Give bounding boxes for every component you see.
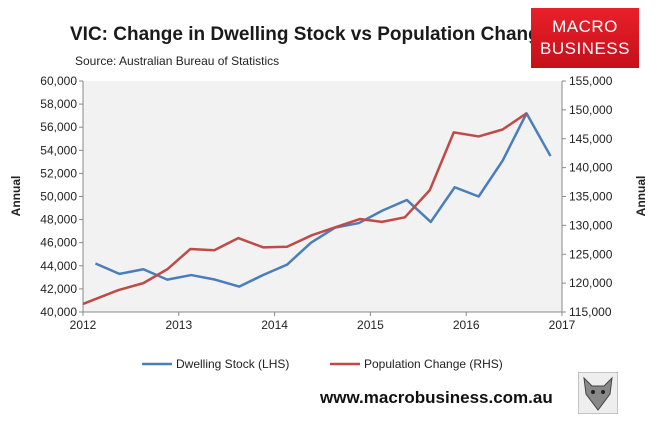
- x-tick-label: 2015: [357, 318, 384, 332]
- macrobusiness-logo: MACRO BUSINESS: [531, 8, 639, 68]
- y-tick-label: 56,000: [40, 120, 77, 134]
- y2-tick-label: 120,000: [569, 276, 613, 290]
- legend-label: Population Change (RHS): [364, 357, 503, 371]
- chart-title: VIC: Change in Dwelling Stock vs Populat…: [70, 24, 551, 45]
- y2-tick-label: 145,000: [569, 132, 613, 146]
- footer-url: www.macrobusiness.com.au: [320, 388, 553, 407]
- y2-tick-label: 150,000: [569, 103, 613, 117]
- chart-subtitle: Source: Australian Bureau of Statistics: [75, 54, 280, 68]
- y-tick-label: 60,000: [40, 74, 77, 88]
- y-tick-label: 46,000: [40, 236, 77, 250]
- y2-tick-label: 140,000: [569, 161, 613, 175]
- y-tick-label: 50,000: [40, 190, 77, 204]
- y2-tick-label: 135,000: [569, 190, 613, 204]
- x-tick-label: 2014: [261, 318, 288, 332]
- y2-axis-label: Annual: [634, 176, 648, 217]
- series-line-0: [94, 112, 552, 288]
- y2-tick-label: 125,000: [569, 247, 613, 261]
- y2-tick-label: 155,000: [569, 74, 613, 88]
- y-tick-label: 44,000: [40, 259, 77, 273]
- y-tick-label: 40,000: [40, 305, 77, 319]
- x-tick-label: 2016: [453, 318, 480, 332]
- y-tick-label: 48,000: [40, 213, 77, 227]
- x-tick-label: 2017: [549, 318, 576, 332]
- legend-label: Dwelling Stock (LHS): [176, 357, 289, 371]
- plot-area: [83, 81, 562, 312]
- logo-line1: MACRO: [552, 17, 618, 36]
- y2-tick-label: 115,000: [569, 305, 612, 319]
- y-tick-label: 42,000: [40, 282, 77, 296]
- y-axis-label: Annual: [9, 176, 23, 217]
- y-tick-label: 58,000: [40, 97, 77, 111]
- y-tick-label: 52,000: [40, 166, 77, 180]
- x-tick-label: 2012: [70, 318, 97, 332]
- y-tick-label: 54,000: [40, 143, 77, 157]
- y2-tick-label: 130,000: [569, 218, 613, 232]
- wolf-logo-icon: [578, 372, 618, 414]
- x-tick-label: 2013: [165, 318, 192, 332]
- logo-line2: BUSINESS: [540, 39, 630, 58]
